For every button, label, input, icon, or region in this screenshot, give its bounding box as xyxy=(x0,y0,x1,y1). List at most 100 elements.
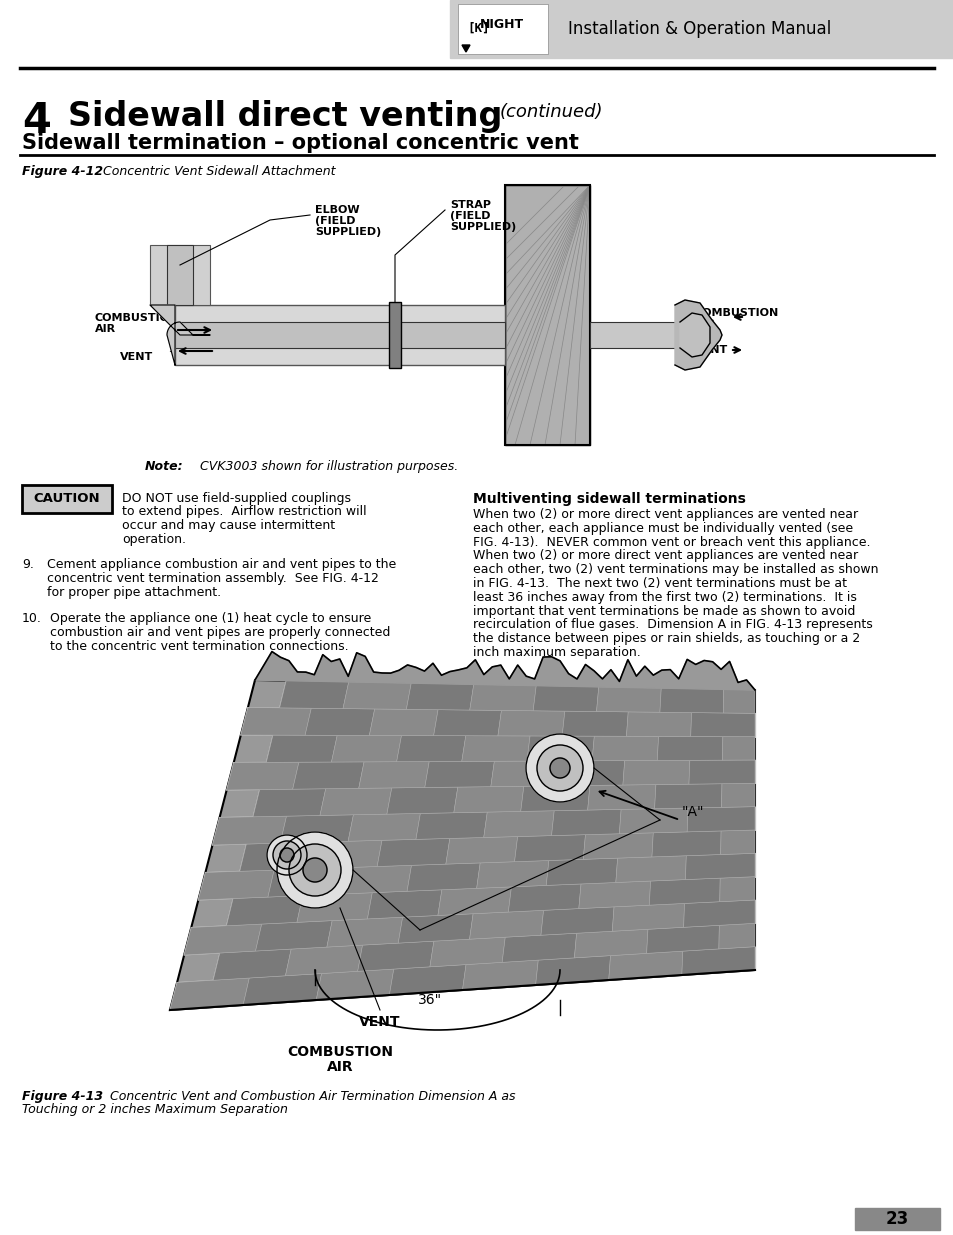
Text: SUPPLIED): SUPPLIED) xyxy=(450,222,516,232)
Polygon shape xyxy=(184,924,261,955)
Polygon shape xyxy=(170,680,754,1010)
Text: 23: 23 xyxy=(884,1210,907,1228)
Polygon shape xyxy=(226,895,302,926)
Circle shape xyxy=(550,758,569,778)
Polygon shape xyxy=(721,736,754,761)
Polygon shape xyxy=(461,44,470,52)
Text: occur and may cause intermittent: occur and may cause intermittent xyxy=(122,519,335,532)
Polygon shape xyxy=(686,806,754,832)
Polygon shape xyxy=(437,887,511,915)
Text: 36": 36" xyxy=(417,993,441,1007)
Polygon shape xyxy=(592,736,658,761)
Text: combustion air and vent pipes are properly connected: combustion air and vent pipes are proper… xyxy=(50,626,390,638)
Text: least 36 inches away from the first two (2) terminations.  It is: least 36 inches away from the first two … xyxy=(473,590,856,604)
Text: Sidewall termination – optional concentric vent: Sidewall termination – optional concentr… xyxy=(22,133,578,153)
Text: CVK3003 shown for illustration purposes.: CVK3003 shown for illustration purposes. xyxy=(192,459,457,473)
Bar xyxy=(389,303,400,368)
Polygon shape xyxy=(461,736,530,762)
Text: in FIG. 4-13.  The next two (2) vent terminations must be at: in FIG. 4-13. The next two (2) vent term… xyxy=(473,577,846,590)
Polygon shape xyxy=(305,708,375,735)
Polygon shape xyxy=(533,685,598,711)
Text: 9.: 9. xyxy=(22,558,34,571)
Polygon shape xyxy=(462,960,537,990)
Bar xyxy=(504,185,589,445)
Polygon shape xyxy=(719,877,754,902)
Text: Installation & Operation Manual: Installation & Operation Manual xyxy=(568,20,831,38)
Polygon shape xyxy=(331,735,401,762)
Polygon shape xyxy=(483,810,554,837)
Polygon shape xyxy=(343,682,411,709)
Polygon shape xyxy=(213,948,291,981)
Text: Figure 4-12: Figure 4-12 xyxy=(22,165,103,178)
Polygon shape xyxy=(551,809,620,836)
Circle shape xyxy=(303,858,327,882)
Polygon shape xyxy=(675,300,721,370)
Circle shape xyxy=(273,841,301,869)
Text: [K]: [K] xyxy=(467,21,489,35)
Polygon shape xyxy=(654,784,721,809)
Polygon shape xyxy=(535,956,610,986)
Polygon shape xyxy=(596,687,660,713)
Polygon shape xyxy=(397,914,473,944)
Polygon shape xyxy=(170,978,249,1010)
Polygon shape xyxy=(649,878,720,905)
Polygon shape xyxy=(266,735,337,762)
Text: Concentric Vent and Combustion Air Termination Dimension A as: Concentric Vent and Combustion Air Termi… xyxy=(110,1091,515,1103)
Text: When two (2) or more direct vent appliances are vented near: When two (2) or more direct vent applian… xyxy=(473,550,858,562)
Text: Cement appliance combustion air and vent pipes to the: Cement appliance combustion air and vent… xyxy=(47,558,395,571)
Polygon shape xyxy=(308,840,381,869)
Text: CAUTION: CAUTION xyxy=(33,493,100,505)
Circle shape xyxy=(289,844,340,897)
Polygon shape xyxy=(434,710,501,736)
Text: recirculation of flue gases.  Dimension A in FIG. 4-13 represents: recirculation of flue gases. Dimension A… xyxy=(473,619,872,631)
Text: 10.: 10. xyxy=(22,613,42,625)
Text: VENT: VENT xyxy=(120,352,153,362)
Polygon shape xyxy=(357,941,434,971)
Polygon shape xyxy=(254,652,754,690)
Circle shape xyxy=(276,832,353,908)
Polygon shape xyxy=(387,787,457,814)
Text: to extend pipes.  Airflow restriction will: to extend pipes. Airflow restriction wil… xyxy=(122,505,366,519)
Bar xyxy=(174,322,504,348)
Polygon shape xyxy=(616,856,685,883)
Text: Concentric Vent Sidewall Attachment: Concentric Vent Sidewall Attachment xyxy=(103,165,335,178)
Polygon shape xyxy=(497,710,564,736)
Polygon shape xyxy=(280,815,353,844)
Polygon shape xyxy=(315,969,394,1000)
Text: each other, each appliance must be individually vented (see: each other, each appliance must be indiv… xyxy=(473,522,852,535)
Circle shape xyxy=(267,835,307,876)
Polygon shape xyxy=(296,893,372,923)
Text: AIR: AIR xyxy=(326,1060,353,1074)
Polygon shape xyxy=(454,787,523,813)
Text: FIG. 4-13).  NEVER common vent or breach vent this appliance.: FIG. 4-13). NEVER common vent or breach … xyxy=(473,536,869,548)
Polygon shape xyxy=(407,863,479,892)
Polygon shape xyxy=(239,842,314,872)
Polygon shape xyxy=(720,830,754,855)
Bar xyxy=(854,1208,939,1230)
Polygon shape xyxy=(508,884,580,911)
Polygon shape xyxy=(608,951,682,981)
Text: NIGHT: NIGHT xyxy=(479,19,523,32)
Polygon shape xyxy=(416,813,487,840)
Text: to the concentric vent termination connections.: to the concentric vent termination conne… xyxy=(50,640,348,653)
Polygon shape xyxy=(574,929,647,958)
Text: When two (2) or more direct vent appliances are vented near: When two (2) or more direct vent applian… xyxy=(473,508,858,521)
Polygon shape xyxy=(279,680,349,709)
Polygon shape xyxy=(659,688,723,713)
Polygon shape xyxy=(679,312,709,357)
Text: the distance between pipes or rain shields, as touching or a 2: the distance between pipes or rain shiel… xyxy=(473,632,860,645)
Polygon shape xyxy=(684,853,754,879)
Polygon shape xyxy=(445,836,517,864)
Bar xyxy=(22,485,112,513)
Text: ELBOW: ELBOW xyxy=(314,205,359,215)
Text: Sidewall direct venting: Sidewall direct venting xyxy=(68,100,502,133)
Circle shape xyxy=(280,848,294,862)
Polygon shape xyxy=(469,684,536,711)
Polygon shape xyxy=(683,900,754,927)
Text: SUPPLIED): SUPPLIED) xyxy=(314,227,381,237)
Polygon shape xyxy=(720,783,754,808)
Text: "A": "A" xyxy=(681,805,703,819)
Polygon shape xyxy=(255,920,332,951)
Polygon shape xyxy=(561,711,628,736)
Polygon shape xyxy=(540,906,614,935)
